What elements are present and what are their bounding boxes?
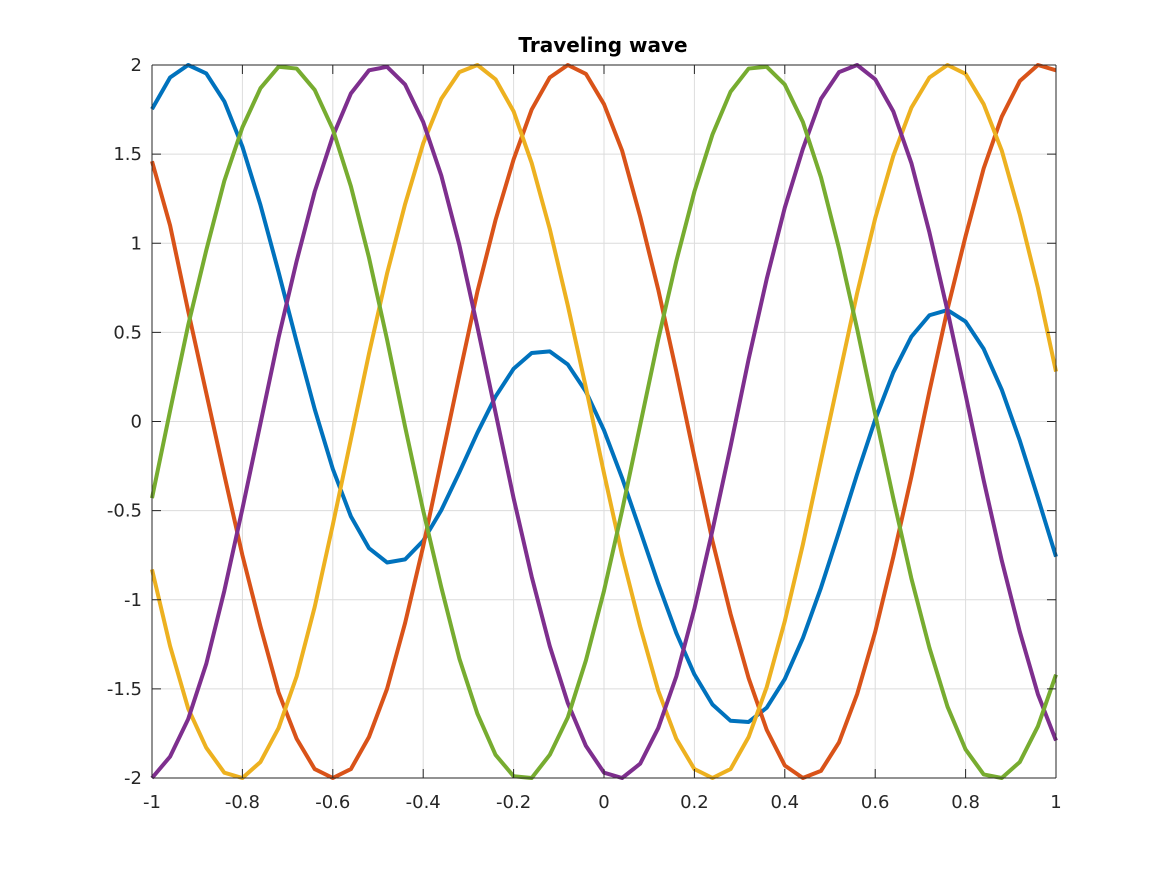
x-tick-label: 1 [1050,792,1061,813]
x-tick-label: -0.6 [315,792,350,813]
y-tick-label: -1.5 [107,679,142,700]
x-tick-label: 0.6 [861,792,890,813]
series-line-2 [150,63,1057,780]
y-tick-label: 0 [131,412,142,433]
y-tick-label: 0.5 [113,322,142,343]
x-tick-label: -1 [143,792,161,813]
x-axis-ticks: -1 -0.8 -0.6 -0.4 -0.2 0 0.2 0.4 0.6 0.8 1 [143,65,1062,813]
x-tick-label: 0.8 [951,792,980,813]
series-line-3 [150,63,1058,780]
series-line-1 [150,63,1058,724]
grid-lines [151,64,1057,779]
x-tick-label: 0 [598,792,609,813]
series-lines [150,63,1058,780]
series-line-5 [150,64,1058,780]
x-tick-label: 0.2 [680,792,709,813]
x-tick-label: 0.4 [770,792,799,813]
chart-title: Traveling wave [518,33,687,57]
y-tick-label: -1 [124,590,142,611]
y-tick-label: 1 [131,233,142,254]
x-tick-label: -0.2 [496,792,531,813]
y-axis-ticks: 2 1.5 1 0.5 0 -0.5 -1 -1.5 -2 [107,55,1056,789]
y-tick-label: 2 [131,55,142,76]
y-tick-label: 1.5 [113,144,142,165]
y-tick-label: -0.5 [107,501,142,522]
x-tick-label: -0.4 [406,792,441,813]
x-tick-label: -0.8 [225,792,260,813]
y-tick-label: -2 [124,768,142,789]
